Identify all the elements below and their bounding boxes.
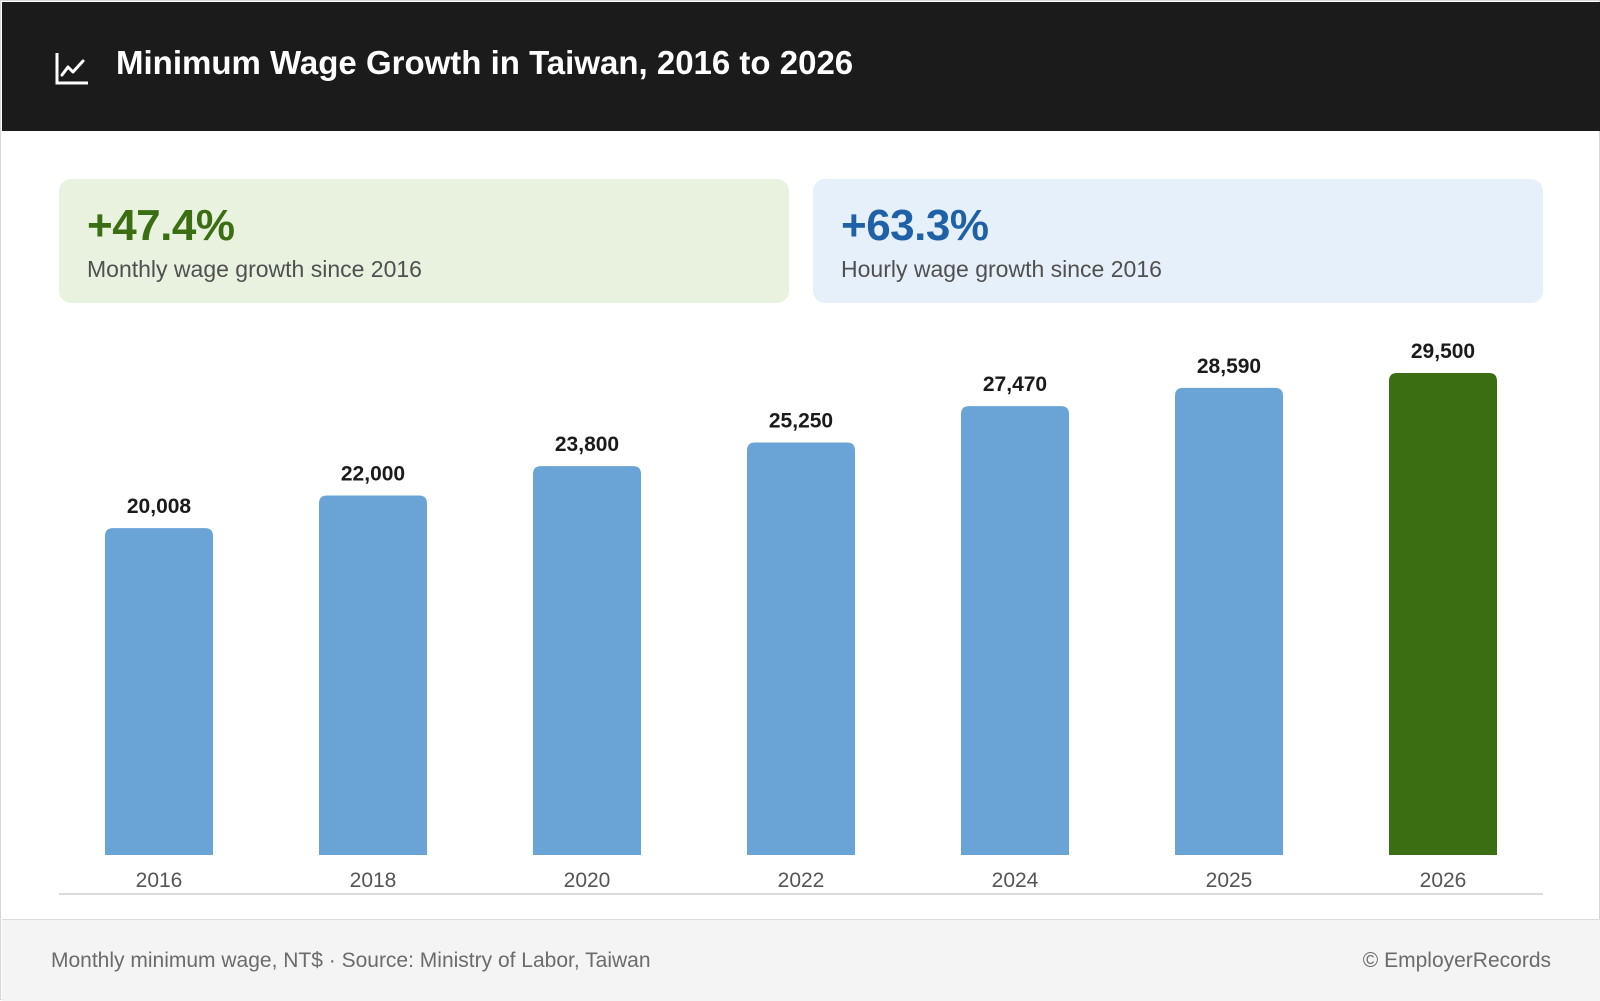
source-note: Monthly minimum wage, NT$ · Source: Mini… xyxy=(51,949,651,972)
hourly-growth-card: +63.3% Hourly wage growth since 2016 xyxy=(813,179,1543,303)
data-label-2018: 22,000 xyxy=(341,463,405,486)
bar-2018 xyxy=(319,495,427,855)
line-chart-icon xyxy=(55,53,88,85)
bar-2025 xyxy=(1175,387,1283,855)
data-label-2025: 28,590 xyxy=(1197,355,1261,378)
monthly-growth-card: +47.4% Monthly wage growth since 2016 xyxy=(59,179,789,303)
monthly-growth-caption: Monthly wage growth since 2016 xyxy=(87,256,422,282)
x-tick-2020: 2020 xyxy=(564,869,611,892)
x-tick-2026: 2026 xyxy=(1420,869,1467,892)
data-label-2022: 25,250 xyxy=(769,409,833,432)
footer: Monthly minimum wage, NT$ · Source: Mini… xyxy=(2,919,1600,1001)
hourly-growth-value: +63.3% xyxy=(841,201,989,250)
data-label-2016: 20,008 xyxy=(127,495,192,518)
header-bar: Minimum Wage Growth in Taiwan, 2016 to 2… xyxy=(2,2,1600,131)
bar-2016 xyxy=(105,528,213,855)
x-tick-2016: 2016 xyxy=(136,869,183,892)
monthly-growth-value: +47.4% xyxy=(87,201,235,250)
data-label-2026: 29,500 xyxy=(1411,340,1475,363)
bar-2022 xyxy=(747,442,855,855)
copyright: © EmployerRecords xyxy=(1362,949,1551,972)
bar-2024 xyxy=(961,406,1069,855)
hourly-growth-caption: Hourly wage growth since 2016 xyxy=(841,256,1162,282)
x-tick-2025: 2025 xyxy=(1206,869,1253,892)
x-tick-2018: 2018 xyxy=(350,869,397,892)
bar-2020 xyxy=(533,466,641,855)
x-tick-2024: 2024 xyxy=(992,869,1039,892)
x-tick-2022: 2022 xyxy=(778,869,825,892)
bar-chart: 20,008 2016 22,000 2018 23,800 2020 25,250 2022… xyxy=(59,340,1543,895)
page-title: Minimum Wage Growth in Taiwan, 2016 to 2… xyxy=(116,44,854,81)
data-label-2024: 27,470 xyxy=(983,373,1047,396)
data-label-2020: 23,800 xyxy=(555,433,619,456)
bar-2026 xyxy=(1389,373,1497,855)
